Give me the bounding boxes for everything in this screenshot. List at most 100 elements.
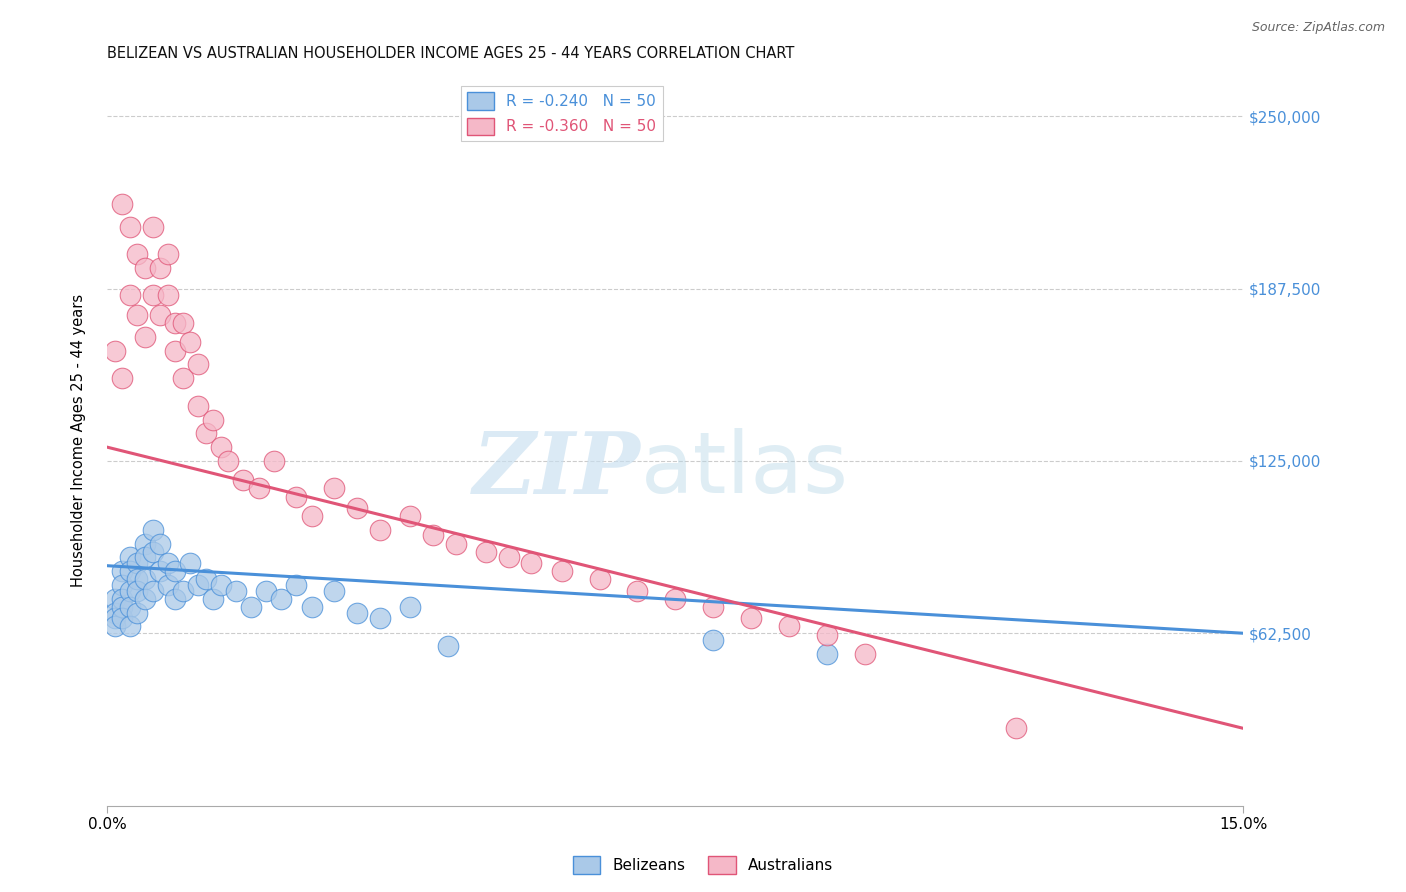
- Point: [104, 611, 127, 625]
- Point: [127, 556, 149, 570]
- Text: BELIZEAN VS AUSTRALIAN HOUSEHOLDER INCOME AGES 25 - 44 YEARS CORRELATION CHART: BELIZEAN VS AUSTRALIAN HOUSEHOLDER INCOM…: [107, 46, 794, 62]
- Legend: Belizeans, Australians: Belizeans, Australians: [567, 850, 839, 880]
- Point: [179, 335, 201, 350]
- Point: [187, 358, 209, 372]
- Point: [111, 197, 134, 211]
- Point: [368, 611, 391, 625]
- Point: [815, 627, 838, 641]
- Point: [232, 473, 254, 487]
- Point: [118, 550, 141, 565]
- Point: [301, 509, 323, 524]
- Point: [399, 509, 422, 524]
- Point: [187, 578, 209, 592]
- Point: [118, 564, 141, 578]
- Point: [118, 619, 141, 633]
- Y-axis label: Householder Income Ages 25 - 44 years: Householder Income Ages 25 - 44 years: [72, 293, 86, 587]
- Point: [141, 583, 163, 598]
- Point: [346, 500, 368, 515]
- Point: [285, 490, 308, 504]
- Point: [111, 611, 134, 625]
- Point: [134, 536, 156, 550]
- Point: [444, 536, 467, 550]
- Point: [498, 550, 520, 565]
- Point: [127, 308, 149, 322]
- Point: [111, 371, 134, 385]
- Point: [172, 316, 194, 330]
- Point: [437, 639, 460, 653]
- Point: [301, 600, 323, 615]
- Point: [550, 564, 572, 578]
- Point: [217, 454, 239, 468]
- Point: [247, 482, 270, 496]
- Point: [134, 591, 156, 606]
- Point: [127, 247, 149, 261]
- Point: [149, 564, 172, 578]
- Point: [172, 371, 194, 385]
- Point: [111, 578, 134, 592]
- Point: [111, 600, 134, 615]
- Point: [149, 260, 172, 275]
- Point: [179, 556, 201, 570]
- Point: [104, 619, 127, 633]
- Point: [740, 611, 762, 625]
- Point: [149, 536, 172, 550]
- Point: [156, 556, 179, 570]
- Point: [165, 343, 187, 358]
- Point: [127, 606, 149, 620]
- Point: [853, 647, 876, 661]
- Point: [156, 247, 179, 261]
- Point: [165, 564, 187, 578]
- Point: [285, 578, 308, 592]
- Point: [702, 633, 724, 648]
- Point: [240, 600, 263, 615]
- Point: [346, 606, 368, 620]
- Point: [156, 578, 179, 592]
- Point: [399, 600, 422, 615]
- Point: [127, 583, 149, 598]
- Point: [225, 583, 247, 598]
- Point: [263, 454, 285, 468]
- Point: [104, 591, 127, 606]
- Point: [815, 647, 838, 661]
- Point: [111, 564, 134, 578]
- Point: [202, 412, 225, 426]
- Point: [323, 583, 346, 598]
- Text: atlas: atlas: [641, 428, 849, 511]
- Point: [172, 583, 194, 598]
- Point: [118, 219, 141, 234]
- Point: [104, 343, 127, 358]
- Point: [588, 573, 610, 587]
- Point: [141, 523, 163, 537]
- Point: [209, 578, 232, 592]
- Point: [111, 591, 134, 606]
- Point: [134, 550, 156, 565]
- Point: [520, 556, 543, 570]
- Point: [202, 591, 225, 606]
- Point: [702, 600, 724, 615]
- Point: [141, 288, 163, 302]
- Point: [422, 528, 444, 542]
- Point: [187, 399, 209, 413]
- Point: [141, 545, 163, 559]
- Point: [156, 288, 179, 302]
- Point: [209, 440, 232, 454]
- Point: [165, 316, 187, 330]
- Point: [323, 482, 346, 496]
- Point: [104, 606, 127, 620]
- Point: [626, 583, 648, 598]
- Point: [1005, 722, 1028, 736]
- Point: [127, 573, 149, 587]
- Point: [149, 308, 172, 322]
- Point: [118, 583, 141, 598]
- Point: [134, 573, 156, 587]
- Point: [778, 619, 800, 633]
- Point: [475, 545, 498, 559]
- Point: [270, 591, 292, 606]
- Point: [664, 591, 686, 606]
- Point: [254, 583, 277, 598]
- Legend: R = -0.240   N = 50, R = -0.360   N = 50: R = -0.240 N = 50, R = -0.360 N = 50: [461, 87, 662, 141]
- Text: Source: ZipAtlas.com: Source: ZipAtlas.com: [1251, 21, 1385, 34]
- Point: [165, 591, 187, 606]
- Point: [368, 523, 391, 537]
- Point: [134, 260, 156, 275]
